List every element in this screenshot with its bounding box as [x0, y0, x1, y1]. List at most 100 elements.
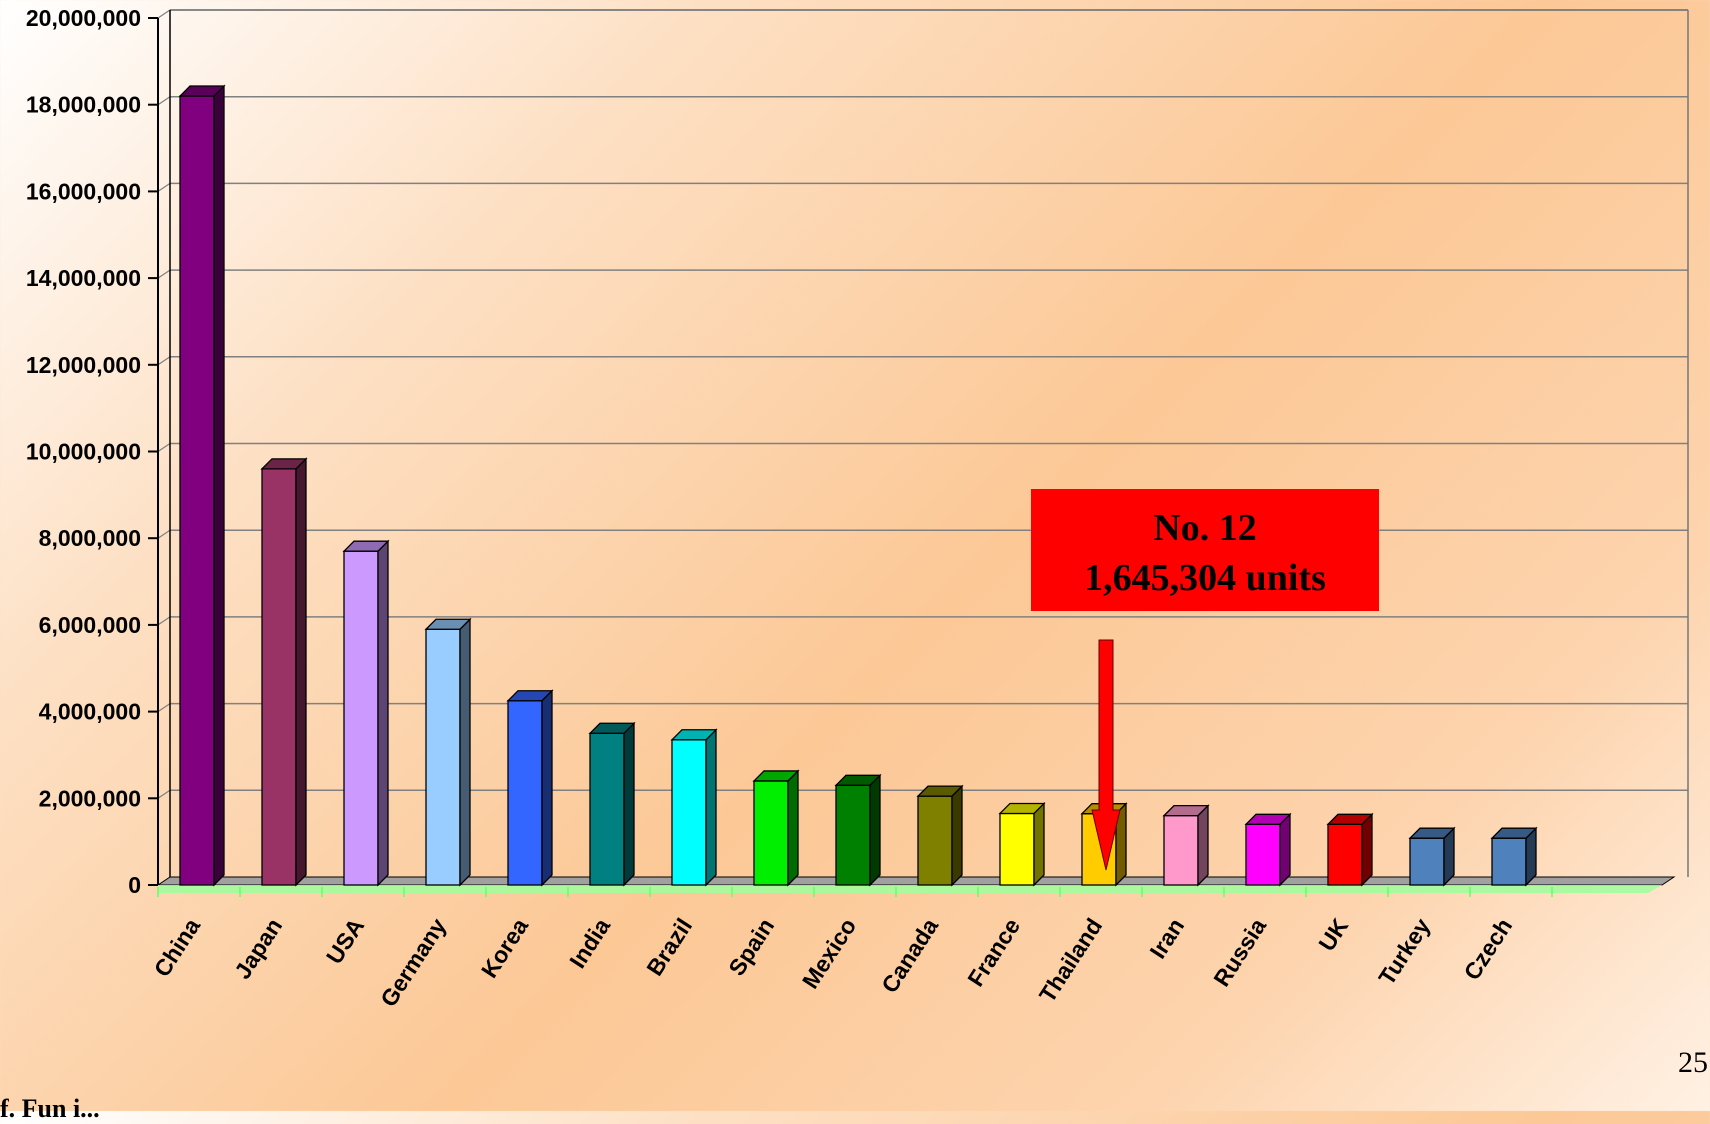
bar-front — [671, 739, 707, 886]
bar-turkey — [1408, 826, 1456, 887]
gridline-depth — [157, 616, 171, 626]
y-tick-label: 2,000,000 — [39, 785, 141, 811]
bar-front — [1409, 837, 1445, 886]
bar-top — [834, 774, 882, 786]
gridline-depth — [157, 269, 171, 279]
footer-fragment: f. Fun i... — [0, 1094, 100, 1123]
x-tick-label: Russia — [1208, 913, 1271, 991]
gridline-depth — [157, 789, 171, 799]
bar-usa — [342, 539, 390, 887]
bar-top — [260, 458, 308, 470]
gridline-depth — [157, 182, 171, 192]
y-tick-label: 16,000,000 — [26, 178, 141, 204]
x-axis-ticks: China Japan USA Germany Korea India Brazil Spai… — [149, 887, 1553, 1011]
y-tick-label: 6,000,000 — [39, 612, 141, 638]
bar-top — [998, 802, 1046, 815]
bar-front — [425, 628, 461, 886]
bar-uk — [1326, 812, 1374, 887]
x-tick-label: UK — [1313, 913, 1353, 955]
x-tick-label: Germany — [375, 913, 451, 1011]
bar-front — [1491, 837, 1527, 886]
gridline-depth — [157, 529, 171, 539]
bar-front — [261, 468, 297, 886]
bar-side — [295, 457, 307, 887]
bar-top — [178, 85, 226, 97]
y-tick-label: 14,000,000 — [26, 265, 141, 291]
bar-front — [1327, 823, 1363, 886]
bar-iran — [1162, 804, 1210, 887]
x-tick-label: Czech — [1458, 914, 1517, 985]
bar-side — [377, 539, 389, 887]
bar-front — [835, 784, 871, 886]
bar-czech — [1490, 826, 1538, 887]
bar-russia — [1244, 812, 1292, 887]
bar-side — [787, 769, 799, 887]
bar-india — [588, 721, 636, 887]
bar-top — [342, 540, 390, 552]
bar-top — [506, 690, 554, 702]
gridline-depth — [157, 703, 171, 713]
y-tick-label: 20,000,000 — [26, 5, 141, 31]
gridline-depth — [157, 356, 171, 366]
bar-top — [1408, 827, 1456, 839]
bar-france — [998, 801, 1046, 887]
floor-edge — [158, 885, 1662, 893]
bar-front — [507, 700, 543, 886]
bar-top — [916, 785, 964, 797]
y-tick-label: 4,000,000 — [39, 699, 141, 725]
y-tick-label: 0 — [128, 872, 141, 898]
bar-spain — [752, 769, 800, 887]
bar-brazil — [670, 728, 718, 887]
x-tick-label: Spain — [723, 914, 779, 981]
y-axis-ticks: 0 2,000,000 4,000,000 6,000,000 8,000,000 10,… — [26, 5, 158, 898]
x-tick-label: China — [149, 913, 206, 981]
callout: No. 12 1,645,304 units — [1031, 489, 1379, 871]
x-tick-label: USA — [321, 914, 369, 969]
bar-mexico — [834, 773, 882, 887]
bar-side — [1279, 812, 1291, 887]
x-tick-label: Iran — [1144, 914, 1189, 964]
x-tick-label: Turkey — [1373, 913, 1435, 989]
y-tick-label: 8,000,000 — [39, 525, 141, 551]
callout-units-label: 1,645,304 units — [1084, 557, 1326, 599]
bar-front — [1163, 814, 1199, 886]
bar-china — [178, 84, 226, 887]
bar-japan — [260, 457, 308, 887]
x-tick-label: Canada — [876, 913, 943, 997]
gridline-depth — [157, 9, 171, 19]
bar-front — [343, 550, 379, 886]
gridline-depth — [157, 443, 171, 452]
bar-top — [1490, 827, 1538, 839]
x-tick-label: Thailand — [1034, 914, 1107, 1007]
bar-front — [589, 732, 625, 886]
callout-box — [1031, 489, 1379, 611]
bar-top — [588, 722, 636, 734]
bar-canada — [916, 784, 964, 887]
bar-top — [752, 770, 800, 782]
bar-side — [951, 784, 963, 887]
callout-rank-label: No. 12 — [1153, 507, 1256, 549]
bar-side — [705, 728, 717, 887]
x-tick-label: Brazil — [641, 914, 697, 981]
bar-top — [1162, 804, 1210, 817]
bar-side — [459, 617, 471, 887]
x-tick-label: Korea — [476, 913, 533, 982]
bar-top — [424, 618, 472, 630]
bar-top — [670, 729, 718, 741]
bar-side — [1361, 812, 1373, 887]
bar-side — [541, 689, 553, 887]
gridline-depth — [157, 96, 171, 106]
bar-korea — [506, 689, 554, 887]
bar-side — [213, 84, 225, 887]
y-tick-label: 10,000,000 — [26, 439, 141, 465]
bar-front — [917, 795, 953, 886]
bar-front — [999, 812, 1035, 886]
x-tick-label: Mexico — [797, 914, 861, 994]
callout-arrow-icon — [1091, 639, 1121, 871]
bars — [178, 84, 1538, 887]
bar-side — [623, 721, 635, 887]
y-tick-label: 18,000,000 — [26, 92, 141, 118]
bar-side — [1033, 801, 1045, 887]
bar-front — [179, 95, 215, 886]
